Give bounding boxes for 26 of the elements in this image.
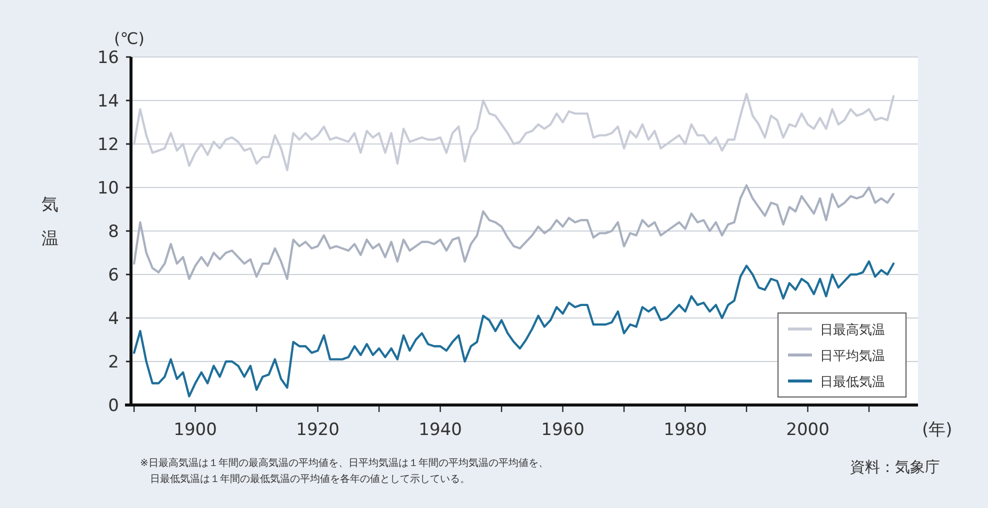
y-tick-label: 6	[108, 266, 119, 286]
x-axis-title: (年)	[922, 420, 952, 440]
y-tick-label: 14	[97, 92, 119, 112]
y-tick-label: 12	[97, 135, 119, 155]
legend-label: 日平均気温	[820, 349, 885, 364]
y-tick-label: 8	[108, 222, 119, 242]
x-tick-label: 2000	[786, 420, 830, 440]
y-tick-label: 10	[97, 178, 119, 198]
y-axis-title: 気温	[42, 195, 58, 249]
line-series	[132, 184, 895, 280]
text: (℃)	[114, 29, 144, 48]
y-tick-label: 2	[108, 352, 119, 372]
x-tick-label: 1980	[664, 420, 707, 440]
text: ※日最高気温は１年間の最高気温の平均値を、日平均気温は１年間の平均気温の平均値を、	[140, 457, 548, 469]
x-tick-label: 1940	[418, 420, 462, 440]
y-tick-label: 16	[97, 48, 119, 68]
legend-label: 日最高気温	[820, 322, 885, 338]
legend-label: 日最低気温	[820, 375, 885, 390]
x-tick-label: 1960	[541, 420, 584, 440]
y-tick-label: 0	[108, 396, 119, 416]
y-tick-label: 4	[108, 309, 119, 329]
line-series	[132, 260, 895, 398]
x-tick-label: 1900	[174, 420, 217, 440]
x-tick-label: 1920	[296, 420, 340, 440]
text: 日最低気温は１年間の最低気温の平均値を各年の値として示している。	[150, 473, 470, 485]
text: 資料：気象庁	[850, 458, 940, 476]
